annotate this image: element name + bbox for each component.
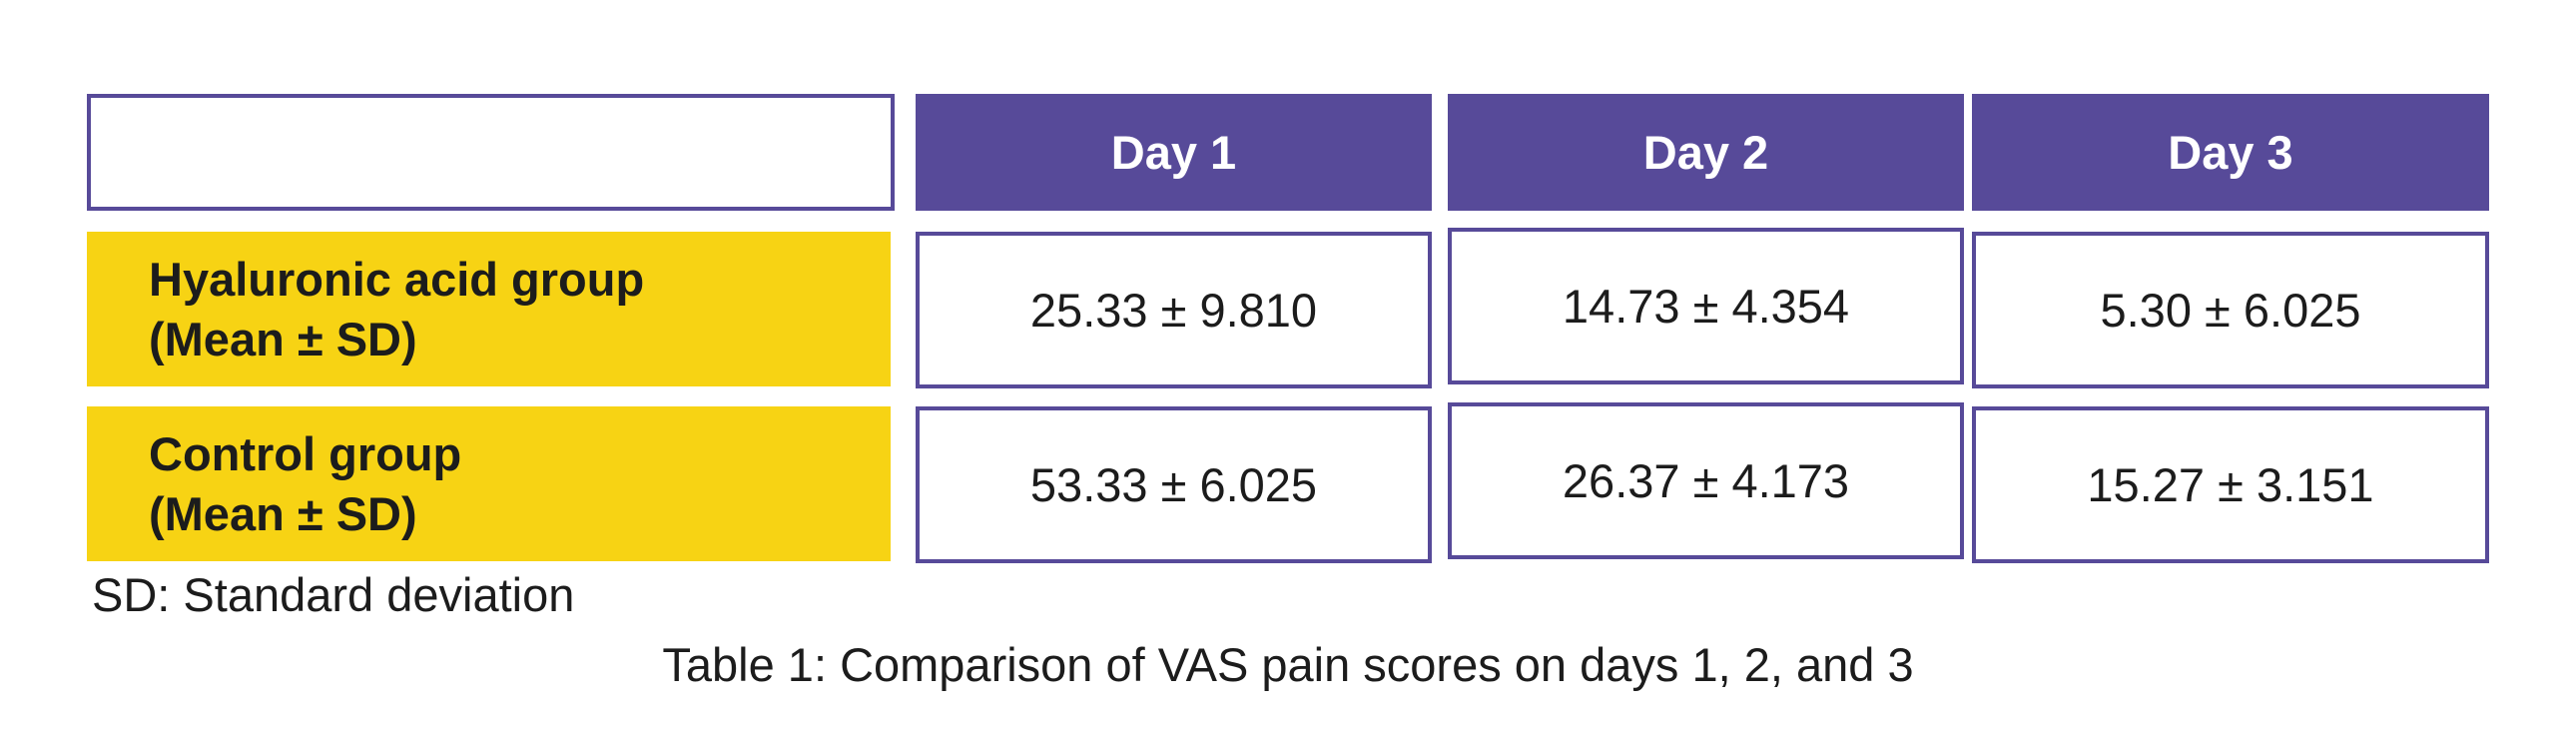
table-header-day-1: Day 1 — [916, 94, 1432, 211]
row-label-line1: Hyaluronic acid group — [149, 252, 645, 306]
table-cell-control-day-3: 15.27 ± 3.151 — [1972, 406, 2489, 563]
row-label-line2: (Mean ± SD) — [149, 312, 417, 366]
table-cell-ha-day-2: 14.73 ± 4.354 — [1448, 228, 1964, 384]
row-label-line1: Control group — [149, 426, 462, 480]
table-cell-ha-day-3: 5.30 ± 6.025 — [1972, 232, 2489, 388]
table-caption: Table 1: Comparison of VAS pain scores o… — [662, 638, 1914, 691]
row-label-control-group: Control group (Mean ± SD) — [87, 406, 891, 561]
row-label-hyaluronic-acid-group: Hyaluronic acid group (Mean ± SD) — [87, 232, 891, 386]
table-corner-cell — [87, 94, 895, 211]
table-cell-control-day-2: 26.37 ± 4.173 — [1448, 402, 1964, 559]
table-header-day-3: Day 3 — [1972, 94, 2489, 211]
table-cell-control-day-1: 53.33 ± 6.025 — [916, 406, 1432, 563]
table-header-day-2: Day 2 — [1448, 94, 1964, 211]
row-label-line2: (Mean ± SD) — [149, 486, 417, 540]
table-footnote: SD: Standard deviation — [92, 568, 575, 621]
table-cell-ha-day-1: 25.33 ± 9.810 — [916, 232, 1432, 388]
